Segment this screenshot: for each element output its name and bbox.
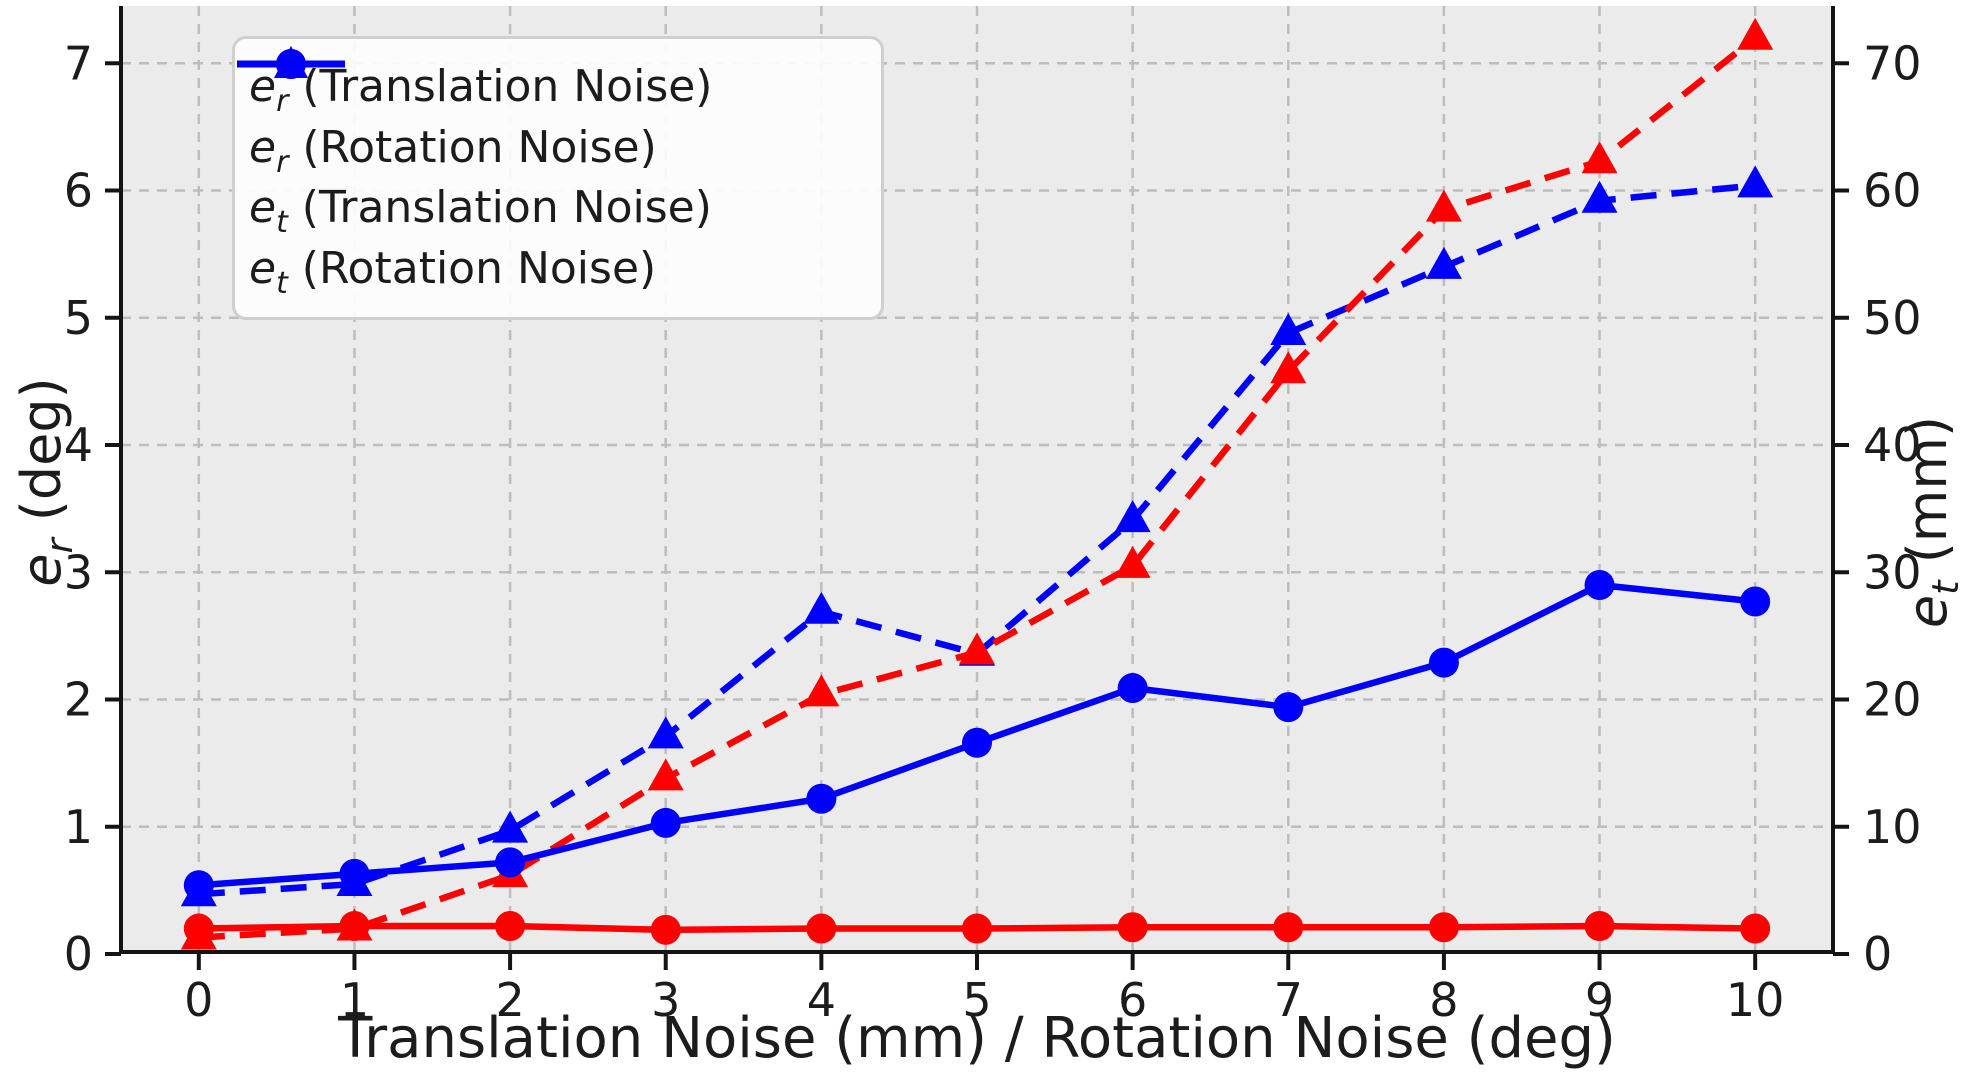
tick-marks [105,61,1849,970]
legend-label: et (Rotation Noise) [249,242,657,301]
right-y-tick-label: 20 [1863,673,1922,727]
left-y-tick-label: 5 [64,291,93,345]
left-y-tick-label: 3 [64,545,93,599]
axis-spines [119,6,1835,954]
series-er-translation-noise [183,911,1771,945]
right-y-tick-label: 10 [1863,800,1922,854]
left-y-tick-label: 2 [64,673,93,727]
x-tick-label: 0 [184,973,213,1027]
right-y-tick-label: 40 [1863,418,1922,472]
legend-item-er-translation: er (Translation Noise) [237,49,867,120]
right-y-tick-label: 60 [1863,164,1922,218]
x-tick-label: 6 [1118,973,1147,1027]
x-tick-label: 2 [495,973,524,1027]
left-y-tick-label: 0 [64,927,93,981]
right-y-tick-label: 70 [1863,36,1922,90]
legend-label: er (Translation Noise) [249,61,713,120]
x-tick-label: 1 [340,973,369,1027]
left-y-tick-label: 1 [64,800,93,854]
left-y-tick-label: 7 [64,36,93,90]
series-et-translation-noise [183,569,1771,901]
x-tick-label: 5 [962,973,991,1027]
x-axis-label: Translation Noise (mm) / Rotation Noise … [338,1006,1616,1071]
x-tick-label: 8 [1429,973,1458,1027]
right-y-axis-label: et (mm) [1896,415,1967,629]
legend-item-er-rotation: er (Rotation Noise) [237,46,867,180]
legend-item-et-translation: et (Translation Noise) [237,49,867,240]
legend-box: er (Translation Noise) er (Rotation Nois… [232,36,884,320]
x-tick-label: 9 [1585,973,1614,1027]
x-tick-label: 10 [1726,973,1785,1027]
legend-label: et (Translation Noise) [249,182,712,240]
left-y-tick-label: 6 [64,164,93,218]
x-tick-label: 4 [807,973,836,1027]
x-tick-label: 3 [651,973,680,1027]
left-y-tick-label: 4 [64,418,93,472]
legend-label: er (Rotation Noise) [249,121,657,180]
x-tick-label: 7 [1274,973,1303,1027]
right-y-tick-label: 30 [1863,545,1922,599]
right-y-tick-label: 0 [1863,927,1892,981]
blue-dashed-triangle-sample-icon [237,46,345,78]
gridlines [121,6,1833,954]
legend-item-et-rotation: et (Rotation Noise) [237,46,867,301]
right-y-tick-label: 50 [1863,291,1922,345]
left-y-axis-label: er (deg) [10,377,81,587]
